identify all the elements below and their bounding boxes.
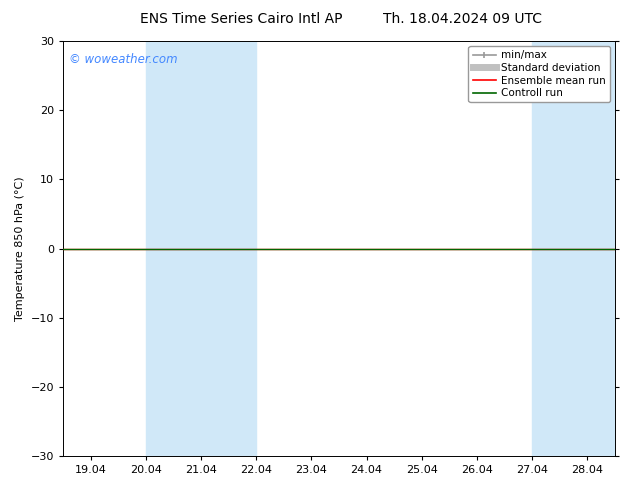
Legend: min/max, Standard deviation, Ensemble mean run, Controll run: min/max, Standard deviation, Ensemble me… — [469, 46, 610, 102]
Bar — [201, 41, 256, 456]
Bar — [587, 41, 634, 456]
Text: © woweather.com: © woweather.com — [68, 53, 178, 67]
Text: ENS Time Series Cairo Intl AP: ENS Time Series Cairo Intl AP — [139, 12, 342, 26]
Y-axis label: Temperature 850 hPa (°C): Temperature 850 hPa (°C) — [15, 176, 25, 321]
Text: Th. 18.04.2024 09 UTC: Th. 18.04.2024 09 UTC — [384, 12, 542, 26]
Bar — [146, 41, 201, 456]
Bar — [532, 41, 587, 456]
